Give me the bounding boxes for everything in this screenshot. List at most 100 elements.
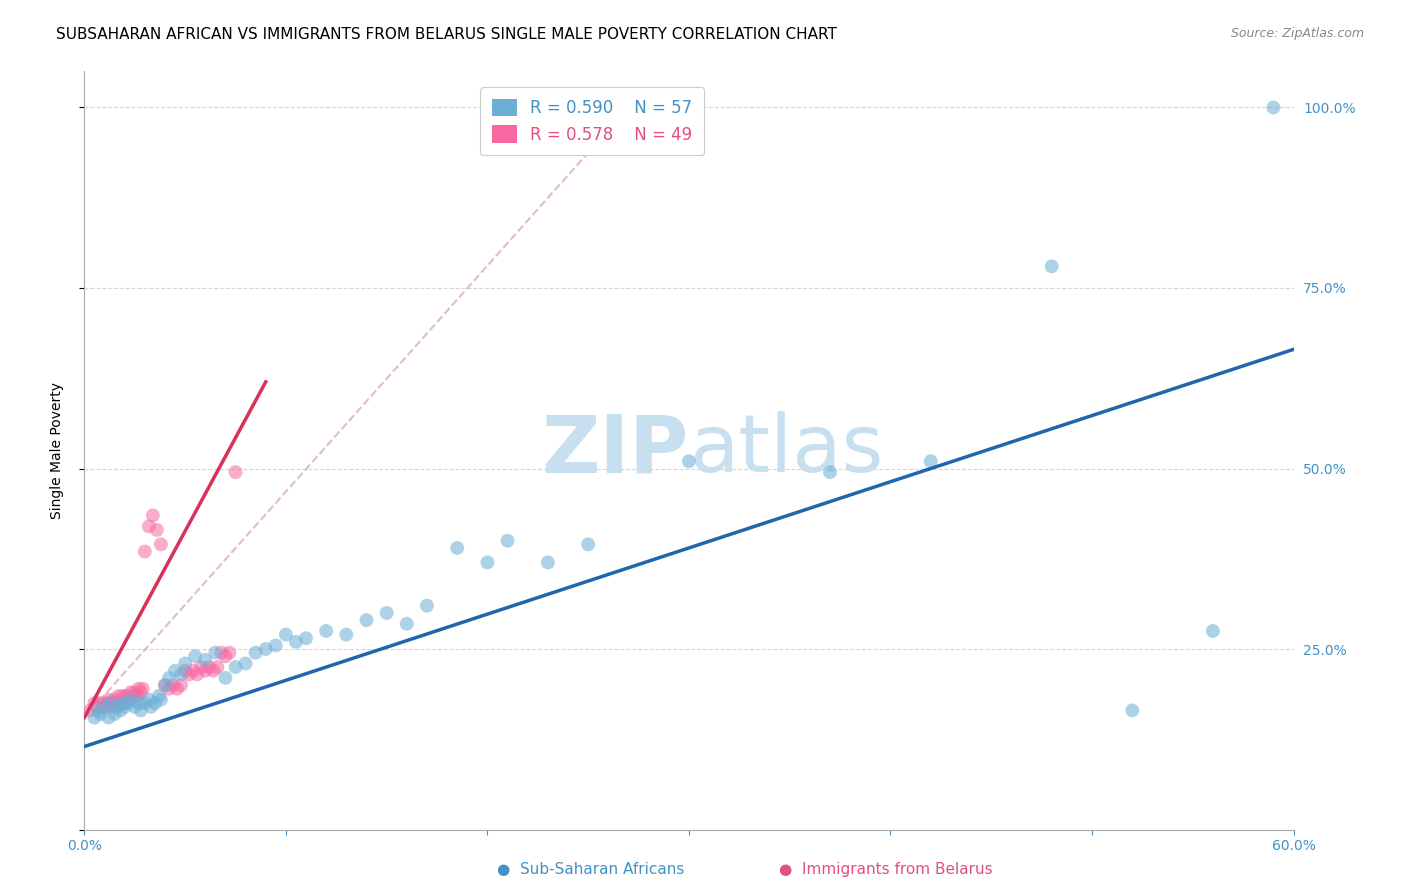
Point: [285, 635, 308, 649]
Point: [89, 699, 111, 714]
Point: [148, 689, 170, 703]
Point: [153, 678, 176, 692]
Point: [174, 664, 197, 678]
Point: [1040, 260, 1063, 274]
Point: [104, 692, 127, 706]
Point: [537, 555, 560, 569]
Point: [202, 664, 225, 678]
Point: [181, 664, 204, 678]
Point: [274, 627, 297, 641]
Point: [576, 537, 599, 551]
Point: [93, 699, 115, 714]
Point: [100, 696, 122, 710]
Point: [245, 646, 267, 660]
Point: [920, 454, 942, 468]
Point: [157, 671, 180, 685]
Point: [118, 696, 141, 710]
Point: [186, 667, 208, 681]
Point: [204, 646, 226, 660]
Point: [214, 671, 236, 685]
Point: [138, 519, 160, 533]
Point: [315, 624, 337, 638]
Point: [416, 599, 439, 613]
Point: [179, 667, 201, 681]
Point: [235, 657, 257, 671]
Point: [132, 681, 155, 696]
Point: [134, 696, 156, 710]
Point: [139, 699, 162, 714]
Point: [107, 689, 129, 703]
Point: [190, 660, 212, 674]
Point: [124, 699, 146, 714]
Point: [110, 703, 132, 717]
Point: [225, 465, 247, 479]
Point: [120, 685, 142, 699]
Point: [356, 613, 378, 627]
Point: [477, 555, 499, 569]
Point: [91, 696, 114, 710]
Point: [86, 699, 108, 714]
Legend: R = 0.590    N = 57, R = 0.578    N = 49: R = 0.590 N = 57, R = 0.578 N = 49: [481, 87, 704, 155]
Point: [134, 544, 156, 558]
Point: [142, 508, 165, 523]
Point: [128, 681, 150, 696]
Point: [125, 689, 148, 703]
Point: [218, 646, 240, 660]
Point: [101, 696, 124, 710]
Point: [138, 692, 160, 706]
Point: [153, 678, 176, 692]
Text: ●  Sub-Saharan Africans: ● Sub-Saharan Africans: [496, 863, 685, 877]
Point: [165, 664, 187, 678]
Point: [89, 706, 111, 721]
Point: [114, 696, 136, 710]
Point: [198, 660, 221, 674]
Y-axis label: Single Male Poverty: Single Male Poverty: [49, 382, 63, 519]
Point: [121, 689, 143, 703]
Point: [128, 696, 150, 710]
Point: [184, 649, 207, 664]
Point: [97, 711, 120, 725]
Point: [118, 692, 141, 706]
Point: [87, 703, 110, 717]
Point: [110, 696, 132, 710]
Point: [111, 696, 134, 710]
Point: [162, 678, 184, 692]
Point: [264, 639, 287, 653]
Point: [96, 696, 118, 710]
Text: ●  Immigrants from Belarus: ● Immigrants from Belarus: [779, 863, 993, 877]
Text: Source: ZipAtlas.com: Source: ZipAtlas.com: [1230, 27, 1364, 40]
Point: [335, 627, 357, 641]
Point: [170, 678, 193, 692]
Text: ZIP: ZIP: [541, 411, 689, 490]
Point: [166, 681, 188, 696]
Point: [1263, 100, 1285, 114]
Point: [105, 699, 128, 714]
Point: [214, 649, 236, 664]
Point: [124, 685, 146, 699]
Point: [83, 696, 105, 710]
Point: [174, 657, 197, 671]
Point: [157, 681, 180, 696]
Point: [678, 454, 700, 468]
Point: [100, 699, 122, 714]
Point: [104, 706, 127, 721]
Point: [295, 631, 318, 645]
Point: [115, 689, 138, 703]
Point: [146, 523, 169, 537]
Point: [83, 711, 105, 725]
Point: [395, 616, 418, 631]
Point: [114, 699, 136, 714]
Point: [129, 685, 152, 699]
Point: [111, 689, 134, 703]
Point: [149, 692, 172, 706]
Point: [446, 541, 468, 555]
Point: [225, 660, 247, 674]
Point: [79, 703, 101, 717]
Point: [87, 696, 110, 710]
Point: [254, 642, 277, 657]
Point: [143, 696, 166, 710]
Point: [120, 692, 142, 706]
Point: [818, 465, 841, 479]
Point: [496, 533, 519, 548]
Point: [1121, 703, 1143, 717]
